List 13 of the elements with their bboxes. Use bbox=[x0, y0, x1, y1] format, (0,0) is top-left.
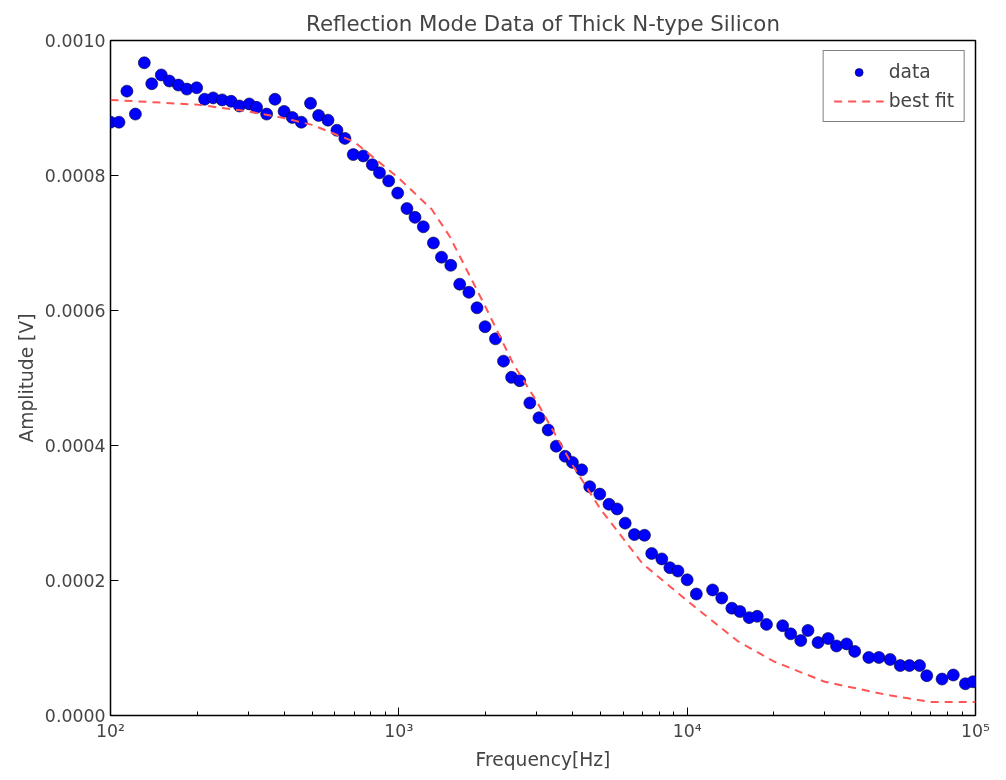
y-tick-label: 0.0006 bbox=[44, 301, 106, 321]
chart-title: Reflection Mode Data of Thick N-type Silicon bbox=[306, 10, 780, 36]
legend-label: data bbox=[888, 61, 931, 82]
legend-label: best fit bbox=[888, 90, 954, 111]
y-tick-label: 0.0002 bbox=[44, 571, 106, 591]
y-axis-title: Amplitude [V] bbox=[15, 313, 37, 443]
x-tick-label: 10⁵ bbox=[961, 720, 991, 741]
y-tick-label: 0.0004 bbox=[44, 436, 106, 456]
x-axis-title: Frequency[Hz] bbox=[475, 748, 611, 770]
y-tick-label: 0.0008 bbox=[44, 166, 106, 186]
x-tick-label: 10⁴ bbox=[672, 720, 702, 741]
y-tick-label: 0.0010 bbox=[44, 31, 106, 51]
x-tick-label: 10³ bbox=[384, 720, 414, 741]
